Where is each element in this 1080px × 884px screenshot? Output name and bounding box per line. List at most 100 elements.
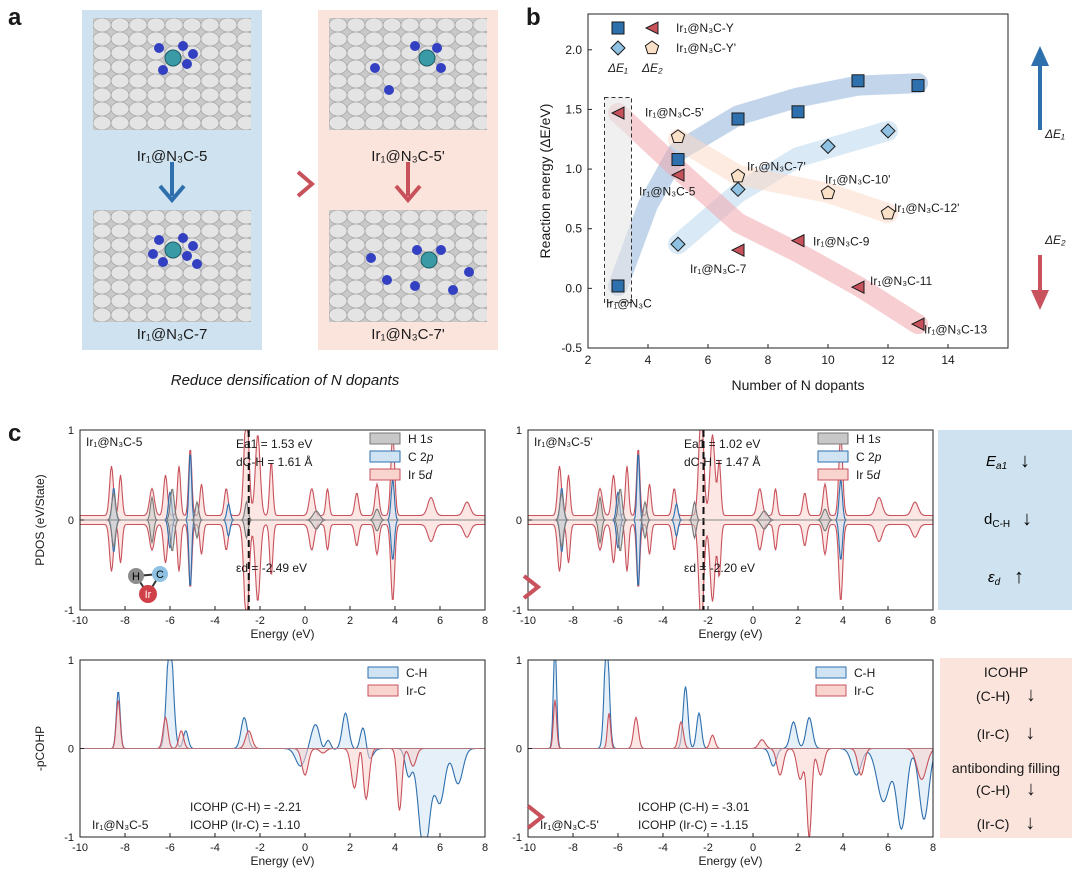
x-tick-label: 2 [347, 842, 353, 854]
y-tick-label: 0.5 [565, 222, 582, 236]
structure-image-7 [93, 210, 251, 322]
x-tick-label: -10 [72, 842, 88, 854]
highlight-box-ir1n3c [604, 97, 632, 304]
panel-title: Ir₁@N₃C-5' [540, 818, 599, 832]
x-tick-label: -10 [72, 615, 88, 627]
legend-swatch [817, 450, 849, 463]
legend-marker-pentagon [644, 40, 660, 55]
chart-b: 2 4 6 8 10 12 14 -0.5 0.0 0.5 1.0 1.5 2.0 Number of N… [537, 13, 1066, 393]
x-tick-label: 14 [941, 353, 955, 367]
annotation-dch: dC-H = 1.47 Å [684, 454, 760, 469]
side-label-dch: dC-H [984, 511, 1010, 530]
legend-swatch [369, 432, 401, 445]
x-tick-label: -4 [658, 615, 668, 627]
x-tick-label: 10 [821, 353, 835, 367]
point-label: Ir₁@N₃C-5' [645, 106, 704, 120]
legend-swatch [815, 666, 847, 679]
point-label: Ir₁@N₃C-7 [690, 262, 747, 276]
point-label: Ir₁@N₃C-13 [924, 323, 987, 337]
x-tick-label: 8 [765, 353, 772, 367]
x-tick-label: 8 [930, 615, 936, 627]
side-cohp-row-ch: (C-H) ↓ [940, 684, 1072, 707]
legend-swatch [817, 432, 849, 445]
side-summary-cohp: ICOHP (C-H) ↓ (Ir-C) ↓ antibonding filli… [940, 658, 1072, 838]
data-point-triangle [910, 317, 925, 331]
y-tick-label: 1 [68, 655, 74, 667]
x-tick-label: -2 [703, 615, 713, 627]
annotation-icohp-irc: ICOHP (Ir-C) = -1.15 [638, 818, 748, 832]
legend-label: H 1s [408, 432, 433, 446]
x-tick-label: 0 [302, 842, 308, 854]
legend-swatch [367, 684, 399, 697]
y-tick-label: 1 [516, 655, 522, 667]
x-tick-label: 6 [437, 615, 443, 627]
x-tick-label: -6 [165, 615, 175, 627]
x-axis-label: Energy (eV) [698, 854, 762, 868]
panel-label-c: c [8, 420, 22, 447]
y-tick-label: 1.0 [565, 162, 582, 176]
data-point-triangle [730, 243, 745, 257]
x-tick-label: 2 [795, 842, 801, 854]
panel-label-a: a [8, 4, 22, 31]
arrow-down-red-head [1031, 290, 1049, 310]
side-summary-pdos-rows: Ea1 ↓ dC-H ↓ εd ↑ [984, 450, 1032, 588]
annotation-ed: εd = -2.49 eV [236, 561, 307, 575]
legend-swatch [369, 468, 401, 481]
x-tick-label: 2 [795, 615, 801, 627]
y-tick-label: -1 [512, 605, 522, 617]
atom-label-ir: Ir [145, 589, 152, 601]
side-af-ch-arrow: ↓ [1026, 778, 1037, 800]
structure-image-5 [93, 18, 251, 130]
y-tick-label: 0 [516, 515, 522, 527]
legend-label: C-H [854, 666, 875, 680]
data-point-square [791, 105, 805, 119]
x-tick-label: 6 [885, 842, 891, 854]
legend-sub-de1: ΔE₁ [607, 61, 628, 75]
y-tick-label: -1 [512, 832, 522, 844]
x-tick-label: 0 [302, 615, 308, 627]
y-axis-label: -pCOHP [33, 726, 47, 771]
point-label: Ir₁@N₃C-11 [870, 274, 933, 288]
y-tick-label: 0 [516, 744, 522, 756]
side-arrow-ed: ↑ [1014, 566, 1024, 588]
data-point-diamond [730, 181, 746, 198]
pdos-ir5d-up [527, 429, 934, 521]
right-arrow-gradient [268, 170, 316, 198]
side-af-row-ch: (C-H) ↓ [940, 778, 1072, 801]
x-tick-label: 6 [885, 615, 891, 627]
y-tick-label: 2.0 [565, 43, 582, 57]
y-tick-label: 0.0 [565, 281, 582, 295]
label-ir1n3c-7: Ir₁@N₃C-7 [136, 326, 208, 343]
legend-marker-diamond [610, 40, 626, 56]
x-tick-label: -2 [255, 842, 265, 854]
data-point-square [611, 279, 625, 293]
side-cohp-subtitle: antibonding filling [951, 760, 1061, 776]
annotation-ea1: Ea1 = 1.02 eV [684, 437, 760, 451]
annotation-icohp-ch: ICOHP (C-H) = -2.21 [190, 800, 302, 814]
legend-label: Ir-C [406, 684, 426, 698]
legend-swatch [369, 450, 401, 463]
ir-n-cluster [154, 41, 198, 75]
x-tick-label: -8 [568, 615, 578, 627]
annotation-ea1: Ea1 = 1.53 eV [236, 437, 312, 451]
side-cohp-title: ICOHP [983, 664, 1029, 680]
side-summary-pdos: Ea1 ↓ dC-H ↓ εd ↑ [938, 430, 1072, 610]
legend-label-y: Ir₁@N₃C-Y [676, 21, 734, 35]
x-tick-label: 2 [347, 615, 353, 627]
y-tick-label: 1 [68, 425, 74, 437]
data-point-pentagon [820, 185, 836, 200]
trend-band-de2-y [608, 103, 928, 335]
annotation-icohp-irc: ICOHP (Ir-C) = -1.10 [190, 818, 300, 832]
x-axis-label: Energy (eV) [250, 854, 314, 868]
data-point-square [851, 74, 865, 88]
side-label-ed: εd [988, 569, 1001, 588]
x-tick-label: 6 [437, 842, 443, 854]
cohp-transition-arrow [474, 804, 546, 830]
y-tick-label: -0.5 [561, 341, 582, 355]
data-point-triangle [610, 106, 625, 120]
data-point-square [731, 112, 745, 126]
pdos-ir5d-down [527, 519, 934, 611]
